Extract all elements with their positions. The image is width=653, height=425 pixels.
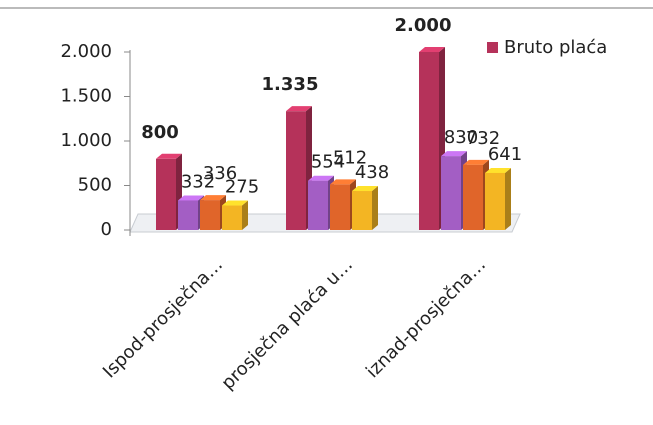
bar-top [330,179,356,185]
bar [200,200,220,230]
bar [156,158,176,230]
y-tick-label: 0 [101,219,112,240]
bar-side [505,167,511,230]
bar-top [222,200,248,206]
bar-top [352,186,378,192]
data-label: 1.335 [262,74,319,95]
bar-side [242,200,248,230]
data-label: 732 [466,128,500,149]
data-label: 512 [333,147,367,168]
legend-label: Bruto plaća [504,37,607,58]
legend-swatch [487,42,498,53]
data-label: 800 [141,122,179,143]
bar-top [419,47,445,52]
data-label: 275 [225,177,259,198]
bar-top [286,106,312,112]
y-tick-label: 2.000 [60,41,112,62]
bar [352,191,372,230]
bar-top [485,167,511,173]
data-label: 554 [311,152,345,173]
x-tick-label: iznad-prosječna… [362,254,490,382]
bar-top [200,195,226,201]
bar-top [463,159,489,165]
data-label: 438 [355,162,389,183]
y-tick-label: 1.000 [60,130,112,151]
data-label: 2.000 [395,15,452,36]
bar [286,111,306,230]
bar [485,172,505,230]
bar-top [156,153,182,159]
y-tick-label: 1.500 [60,86,112,107]
bar [308,180,328,230]
data-label: 641 [488,144,522,165]
bar-top [178,195,204,201]
bar-top [308,175,334,181]
bar-top [441,151,467,157]
bar [178,200,198,230]
data-label: 830 [444,127,478,148]
bar-side [372,186,378,230]
bar [330,184,350,230]
x-tick-label: Ispod-prosječna… [99,254,227,382]
bar [463,164,483,230]
data-label: 332 [181,171,215,192]
bar [222,205,242,230]
bar [441,156,461,230]
y-tick-label: 500 [78,175,112,196]
data-label: 336 [203,163,237,184]
bar [419,52,439,230]
x-tick-label: prosječna plaća u… [217,254,357,394]
